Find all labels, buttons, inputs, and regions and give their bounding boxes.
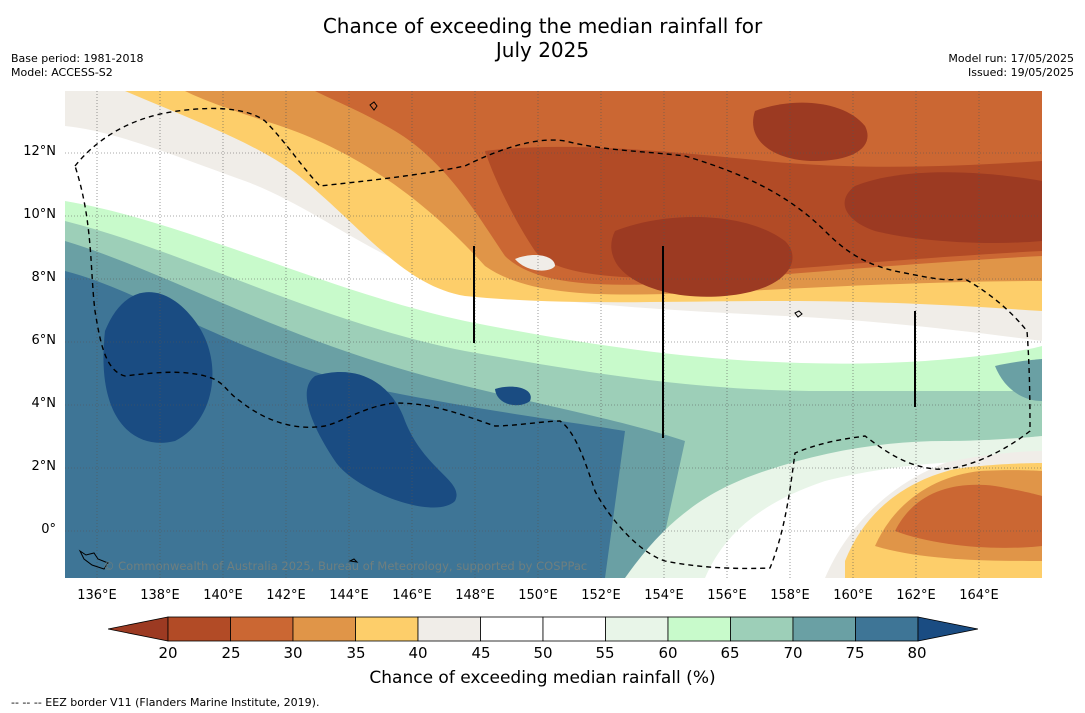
colorbar [107, 616, 979, 642]
colorbar-segment [292, 616, 356, 642]
lon-tick-138e: 138°E [140, 588, 180, 603]
map-title: Chance of exceeding the median rainfall … [0, 14, 1085, 62]
zone-above-80-patch [495, 386, 531, 406]
eez-footnote: -- -- -- EEZ border V11 (Flanders Marine… [11, 696, 320, 709]
lat-tick-12n: 12°N [23, 144, 56, 159]
colorbar-segment [667, 616, 731, 642]
lon-tick-136e: 136°E [77, 588, 117, 603]
colorbar-label-75: 75 [845, 644, 865, 662]
map-canvas [65, 91, 1042, 578]
lon-tick-160e: 160°E [833, 588, 873, 603]
colorbar-segment [417, 616, 481, 642]
colorbar-label-55: 55 [595, 644, 615, 662]
lon-tick-140e: 140°E [203, 588, 243, 603]
marker-bars [473, 246, 916, 438]
colorbar-svg [107, 616, 979, 642]
colorbar-label-50: 50 [533, 644, 553, 662]
issued-date: Issued: 19/05/2025 [967, 66, 1074, 79]
title-line-2: July 2025 [495, 38, 590, 62]
zone-below-20-north-2 [753, 102, 868, 161]
model-run: Model run: 17/05/2025 [948, 52, 1074, 65]
lon-tick-158e: 158°E [770, 588, 810, 603]
lon-tick-146e: 146°E [392, 588, 432, 603]
zone-below-20-north-1 [611, 217, 793, 297]
eez-border-palau-fsm [74, 107, 1031, 570]
colorbar-segment [730, 616, 794, 642]
colorbar-segment [855, 616, 919, 642]
colorbar-label-40: 40 [408, 644, 428, 662]
lat-tick-0: 0° [41, 522, 56, 537]
colorbar-extend-low [107, 616, 169, 642]
colorbar-label-30: 30 [283, 644, 303, 662]
zone-25-30-southeast [895, 484, 1042, 548]
lon-tick-156e: 156°E [707, 588, 747, 603]
lon-tick-150e: 150°E [518, 588, 558, 603]
colorbar-segment [542, 616, 606, 642]
colorbar-segment [480, 616, 544, 642]
lon-tick-164e: 164°E [959, 588, 999, 603]
lat-tick-6n: 6°N [31, 333, 57, 348]
lon-tick-148e: 148°E [455, 588, 495, 603]
lat-tick-8n: 8°N [31, 270, 57, 285]
colorbar-label-60: 60 [658, 644, 678, 662]
colorbar-segment [230, 616, 294, 642]
zone-above-80-west-2 [306, 372, 457, 508]
model-name: Model: ACCESS-S2 [11, 66, 113, 79]
lon-tick-162e: 162°E [896, 588, 936, 603]
colorbar-title: Chance of exceeding median rainfall (%) [369, 668, 716, 688]
colorbar-label-20: 20 [158, 644, 178, 662]
meta-right: Model run: 17/05/2025 Issued: 19/05/2025 [948, 52, 1074, 80]
colorbar-segment [605, 616, 669, 642]
lon-tick-144e: 144°E [329, 588, 369, 603]
colorbar-label-45: 45 [471, 644, 491, 662]
colorbar-extend-high [917, 616, 979, 642]
islands [78, 101, 803, 570]
rainfall-map [65, 91, 1042, 578]
zone-below-20-north-3 [844, 172, 1042, 243]
colorbar-label-70: 70 [783, 644, 803, 662]
lon-tick-152e: 152°E [581, 588, 621, 603]
colorbar-label-35: 35 [346, 644, 366, 662]
lat-tick-2n: 2°N [31, 459, 57, 474]
lat-tick-4n: 4°N [31, 396, 57, 411]
title-line-1: Chance of exceeding the median rainfall … [322, 14, 763, 38]
colorbar-segment [355, 616, 419, 642]
lon-tick-142e: 142°E [266, 588, 306, 603]
colorbar-segments [107, 616, 979, 642]
colorbar-label-65: 65 [720, 644, 740, 662]
meta-left: Base period: 1981-2018 Model: ACCESS-S2 [11, 52, 143, 80]
zone-white-patch [515, 255, 555, 271]
colorbar-label-25: 25 [221, 644, 241, 662]
lon-tick-154e: 154°E [644, 588, 684, 603]
colorbar-segment [792, 616, 856, 642]
copyright-notice: © Commonwealth of Australia 2025, Bureau… [103, 559, 588, 573]
colorbar-label-80: 80 [907, 644, 927, 662]
base-period: Base period: 1981-2018 [11, 52, 144, 65]
eez-borders [74, 107, 1031, 570]
colorbar-segment [167, 616, 231, 642]
lat-tick-10n: 10°N [23, 207, 56, 222]
